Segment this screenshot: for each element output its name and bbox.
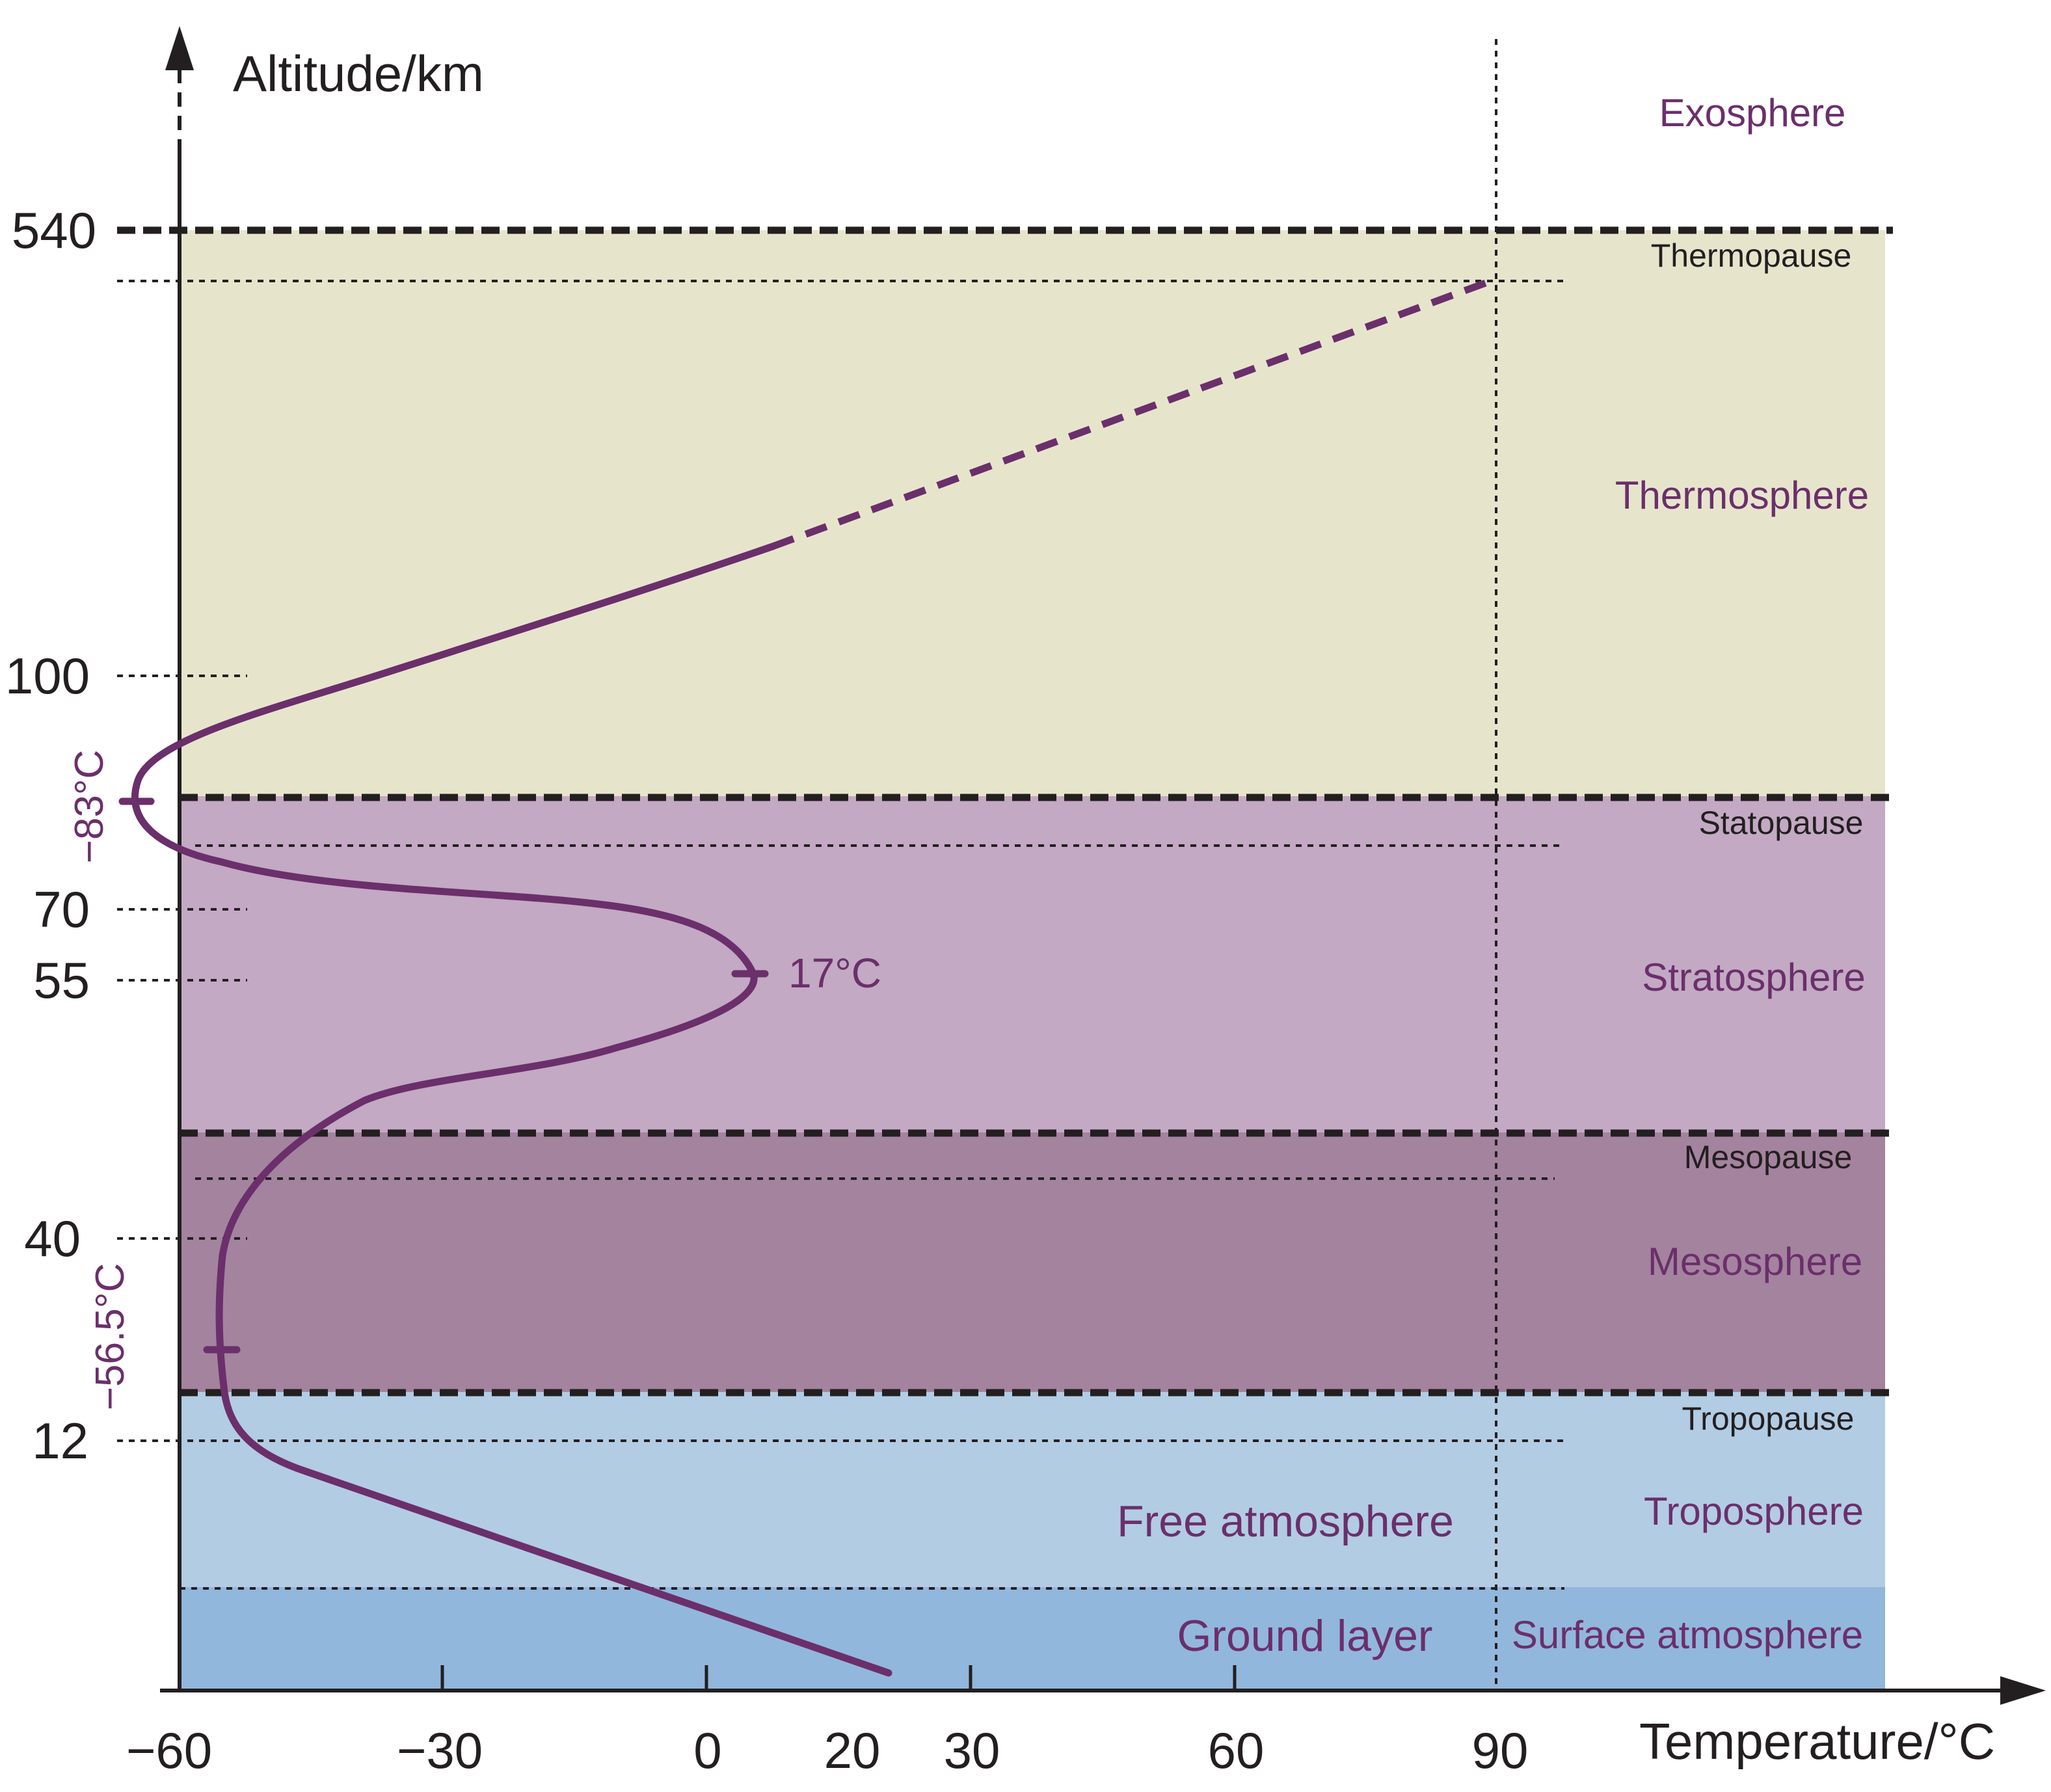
- layer-boundaries: [117, 226, 1893, 1397]
- x-tick-labels: −60 −30 0 20 30 60 90: [126, 1722, 1529, 1779]
- exosphere-label: Exosphere: [1659, 91, 1846, 135]
- thermopause-label: Thermopause: [1651, 237, 1852, 274]
- y-axis-arrow-icon: [165, 26, 194, 70]
- troposphere-band: [180, 1392, 1885, 1587]
- y-tick-label: 100: [5, 647, 90, 704]
- y-tick-labels: 540 100 70 55 40 12: [5, 202, 96, 1469]
- x-tick-label: −30: [397, 1722, 483, 1779]
- curve-annotations: −83°C 17°C −56.5°C: [67, 750, 881, 1411]
- temperature-curve-solid: [131, 542, 892, 1677]
- x-tick-label: −60: [126, 1722, 212, 1779]
- pause-labels: Thermopause Statopause Mesopause Tropopa…: [1651, 237, 1864, 1437]
- axes: [160, 26, 2046, 1705]
- free-atmosphere-label: Free atmosphere: [1117, 1497, 1454, 1546]
- mesosphere-band: [180, 1132, 1885, 1392]
- mesopause-label: Mesopause: [1684, 1139, 1853, 1175]
- x-axis-title: Temperature/°C: [1639, 1713, 1995, 1770]
- x-tick-marks: [440, 1665, 1237, 1691]
- min-lower-annotation: −56.5°C: [88, 1263, 133, 1410]
- temperature-curve-dashed: [771, 277, 1492, 550]
- extremum-markers: [118, 797, 769, 1354]
- layer-bands: [180, 230, 1885, 1690]
- x-tick-label: 20: [824, 1722, 881, 1779]
- reference-lines: [117, 39, 1568, 1690]
- stratosphere-label: Stratosphere: [1642, 956, 1866, 999]
- ground-band: [180, 1587, 1885, 1690]
- surface-atmosphere-label: Surface atmosphere: [1512, 1613, 1863, 1657]
- x-tick-label: 0: [693, 1722, 721, 1779]
- thermosphere-label: Thermosphere: [1615, 474, 1869, 517]
- x-tick-label: 60: [1208, 1722, 1265, 1779]
- y-tick-label: 70: [33, 881, 90, 938]
- layer-labels: Exosphere Thermosphere Stratosphere Meso…: [1117, 91, 1869, 1661]
- x-axis-arrow-icon: [2000, 1676, 2046, 1705]
- x-tick-label: 30: [944, 1722, 1000, 1779]
- y-tick-label: 40: [24, 1210, 81, 1267]
- x-tick-label: 90: [1472, 1722, 1529, 1779]
- max-middle-annotation: 17°C: [788, 950, 881, 996]
- statopause-label: Statopause: [1699, 805, 1864, 841]
- min-upper-annotation: −83°C: [67, 750, 112, 864]
- mesosphere-label: Mesosphere: [1648, 1240, 1862, 1283]
- y-axis-title: Altitude/km: [233, 45, 484, 102]
- y-tick-label: 540: [12, 202, 96, 259]
- ground-layer-label: Ground layer: [1177, 1611, 1432, 1661]
- temperature-curve: [131, 277, 1492, 1677]
- troposphere-label: Troposphere: [1644, 1490, 1864, 1533]
- thermosphere-band: [180, 230, 1885, 796]
- tropopause-label: Tropopause: [1682, 1400, 1855, 1437]
- y-tick-label: 55: [33, 952, 90, 1009]
- y-tick-label: 12: [32, 1412, 88, 1469]
